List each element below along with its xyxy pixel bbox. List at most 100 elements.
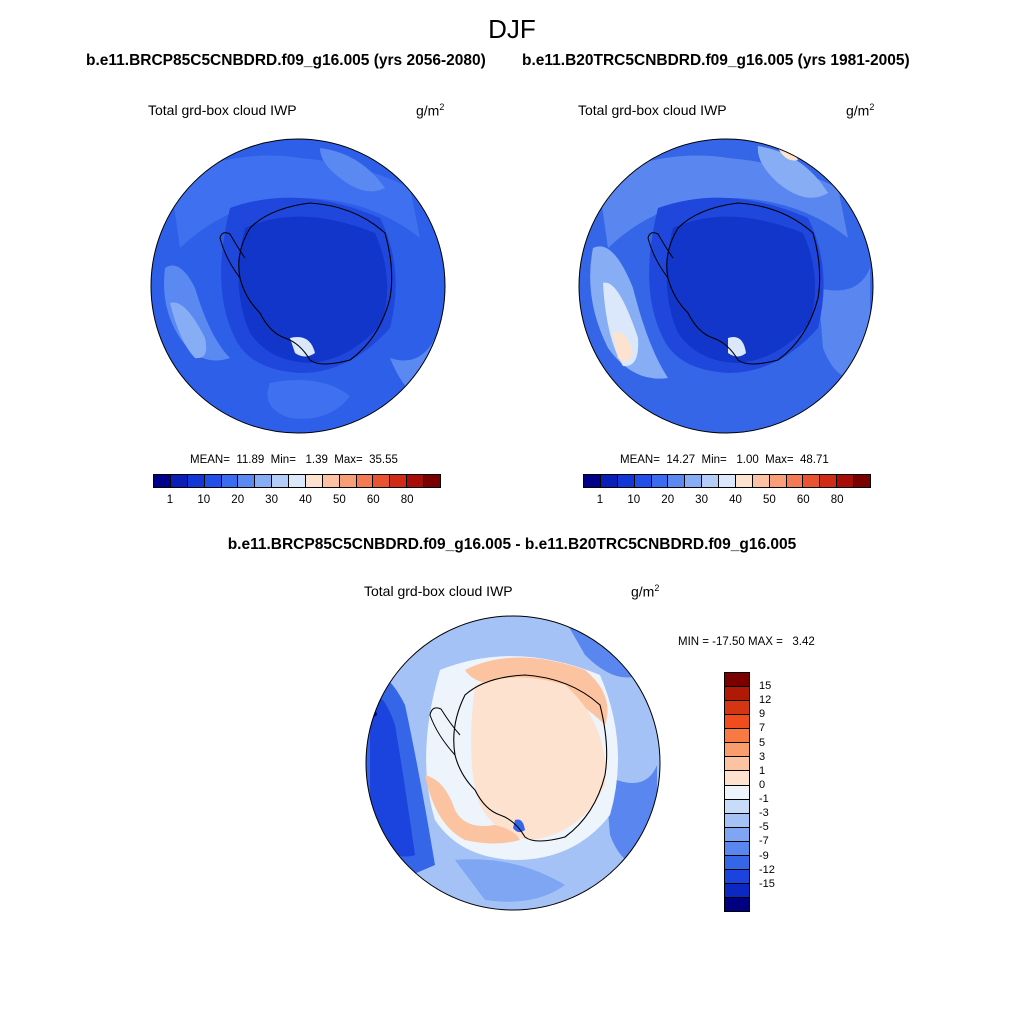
colorbar-swatch [390, 475, 408, 487]
colorbar-swatch [600, 475, 618, 487]
colorbar-swatch [725, 701, 749, 716]
colorbar-swatch [725, 841, 749, 856]
colorbar-tick-label: 10 [197, 494, 211, 506]
colorbar-swatch [752, 475, 770, 487]
colorbar-tick-label: -5 [759, 821, 769, 834]
colorbar-swatch [725, 869, 749, 884]
panel-left-units: g/m2 [416, 102, 445, 119]
colorbar-swatch [735, 475, 753, 487]
colorbar-tick-label: 30 [265, 494, 278, 506]
panel-left-colorbar [153, 474, 441, 488]
colorbar-swatch [854, 475, 870, 487]
colorbar-swatch [356, 475, 374, 487]
colorbar-swatch [725, 687, 749, 702]
colorbar-tick-label: 0 [759, 778, 766, 791]
colorbar-tick-label: 40 [299, 494, 312, 506]
colorbar-tick-label: -15 [759, 877, 775, 890]
colorbar-swatch [702, 475, 719, 487]
colorbar-swatch [725, 813, 749, 828]
colorbar-swatch [204, 475, 222, 487]
colorbar-tick-label: 5 [759, 736, 766, 749]
colorbar-swatch [725, 715, 749, 730]
colorbar-tick-label: -1 [759, 793, 769, 806]
colorbar-tick-label: 20 [231, 494, 245, 506]
colorbar-tick-label: 1 [166, 494, 174, 506]
panel-left-colorbar-labels: 1 10 20 30 40 50 60 80 [153, 494, 441, 508]
colorbar-swatch [584, 475, 601, 487]
colorbar-tick-label: -9 [759, 849, 769, 862]
colorbar-swatch [668, 475, 686, 487]
colorbar-tick-label: 1 [596, 494, 604, 506]
colorbar-swatch [238, 475, 256, 487]
panel-right-case-title: b.e11.B20TRC5CNBDRD.f09_g16.005 (yrs 198… [522, 52, 910, 69]
figure-title: DJF [488, 14, 536, 44]
colorbar-swatch [170, 475, 188, 487]
colorbar-swatch [685, 475, 703, 487]
colorbar-swatch [339, 475, 357, 487]
colorbar-swatch [725, 799, 749, 814]
colorbar-swatch [725, 673, 749, 688]
difference-minmax: MIN = -17.50 MAX = 3.42 [678, 636, 815, 648]
colorbar-swatch [725, 883, 749, 898]
colorbar-swatch [725, 771, 749, 786]
panel-right-colorbar-labels: 1 10 20 30 40 50 60 80 [583, 494, 871, 508]
colorbar-swatch [820, 475, 838, 487]
difference-colorbar [724, 672, 750, 912]
colorbar-swatch [725, 743, 749, 758]
colorbar-tick-label: 9 [759, 708, 766, 721]
difference-title: b.e11.BRCP85C5CNBDRD.f09_g16.005 - b.e11… [227, 536, 797, 553]
colorbar-tick-label: 7 [759, 722, 766, 735]
colorbar-swatch [424, 475, 440, 487]
colorbar-swatch [407, 475, 424, 487]
colorbar-swatch [154, 475, 171, 487]
colorbar-swatch [221, 475, 239, 487]
colorbar-tick-label: 15 [759, 680, 772, 693]
colorbar-tick-label: 30 [695, 494, 708, 506]
colorbar-tick-label: 40 [729, 494, 742, 506]
difference-map [365, 615, 661, 911]
colorbar-swatch [725, 729, 749, 744]
colorbar-tick-label: 80 [830, 494, 844, 506]
colorbar-swatch [725, 785, 749, 800]
colorbar-tick-label: 60 [366, 494, 380, 506]
colorbar-tick-label: 10 [627, 494, 641, 506]
colorbar-swatch [837, 475, 854, 487]
panel-right-units: g/m2 [846, 102, 875, 119]
colorbar-swatch [725, 757, 749, 772]
colorbar-tick-label: 1 [759, 764, 766, 777]
colorbar-tick-label: -12 [759, 863, 775, 876]
panel-right-map [578, 138, 874, 434]
colorbar-swatch [719, 475, 736, 487]
colorbar-tick-label: 50 [332, 494, 346, 506]
colorbar-swatch [769, 475, 787, 487]
colorbar-tick-label: 3 [759, 750, 766, 763]
colorbar-tick-label: 20 [661, 494, 675, 506]
colorbar-swatch [373, 475, 391, 487]
difference-units: g/m2 [631, 583, 660, 600]
panel-left-case-title: b.e11.BRCP85C5CNBDRD.f09_g16.005 (yrs 20… [86, 52, 486, 69]
colorbar-tick-label: 80 [400, 494, 414, 506]
panel-right-variable: Total grd-box cloud IWP [578, 102, 727, 118]
colorbar-swatch [725, 855, 749, 870]
colorbar-swatch [786, 475, 804, 487]
colorbar-tick-label: 60 [796, 494, 810, 506]
colorbar-tick-label: -7 [759, 835, 769, 848]
panel-left-stats: MEAN= 11.89 Min= 1.39 Max= 35.55 [190, 454, 398, 466]
panel-right-colorbar [583, 474, 871, 488]
colorbar-swatch [651, 475, 669, 487]
colorbar-tick-label: -3 [759, 807, 769, 820]
colorbar-tick-label: 12 [759, 694, 772, 707]
difference-variable: Total grd-box cloud IWP [364, 583, 513, 599]
colorbar-swatch [803, 475, 821, 487]
colorbar-swatch [305, 475, 323, 487]
panel-right-stats: MEAN= 14.27 Min= 1.00 Max= 48.71 [620, 454, 829, 466]
colorbar-swatch [725, 827, 749, 842]
panel-left-map [150, 138, 446, 434]
colorbar-swatch [187, 475, 205, 487]
colorbar-tick-label: 50 [762, 494, 776, 506]
colorbar-swatch [617, 475, 635, 487]
colorbar-swatch [634, 475, 652, 487]
colorbar-swatch [255, 475, 273, 487]
colorbar-swatch [725, 898, 749, 912]
colorbar-swatch [322, 475, 340, 487]
